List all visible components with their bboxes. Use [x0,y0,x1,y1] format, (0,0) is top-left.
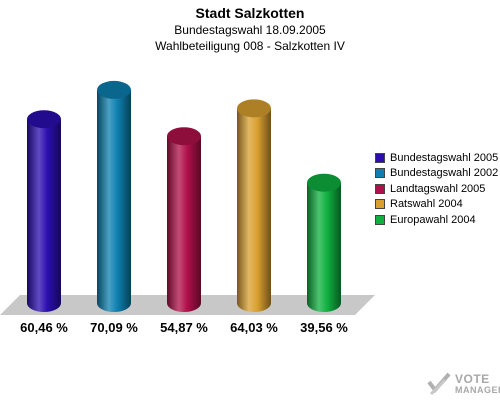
bar-1 [27,110,61,312]
value-label-1: 60,46 % [20,320,68,335]
bar-body [237,108,271,312]
bar-3 [167,127,201,312]
legend-item-1: Bundestagswahl 2005 [375,150,498,166]
bar-body [307,182,341,312]
bar-2 [97,80,131,313]
value-label-4: 64,03 % [230,320,278,335]
bar-5 [307,173,341,312]
legend-swatch [375,168,385,179]
legend: Bundestagswahl 2005 Bundestagswahl 2002 La… [375,150,498,228]
legend-swatch [375,183,385,194]
value-label-2: 70,09 % [90,320,138,335]
checkmark-icon [427,372,451,396]
legend-item-3: Landtagswahl 2005 [375,181,498,197]
bar-body [27,119,61,312]
legend-swatch [375,152,385,163]
legend-item-5: Europawahl 2004 [375,212,498,228]
chart-title: Stadt Salzkotten [195,5,305,21]
legend-item-4: Ratswahl 2004 [375,197,498,213]
logo-text-vote: VOTE [455,372,490,386]
legend-swatch [375,214,385,225]
legend-label: Ratswahl 2004 [390,198,463,211]
legend-label: Landtagswahl 2005 [390,182,486,195]
legend-label: Bundestagswahl 2002 [390,167,499,180]
vote-manager-logo: VOTE MANAGER [425,370,500,400]
chart-subtitle-2: Wahlbeteiligung 008 - Salzkotten IV [155,39,345,53]
bar-body [97,89,131,313]
bar-body [167,136,201,312]
bar-cap [167,127,201,146]
logo-text-manager: MANAGER [455,385,500,395]
value-label-3: 54,87 % [160,320,208,335]
bar-cap [27,110,61,129]
bar-4 [237,99,271,312]
bar-cap [97,80,131,99]
legend-label: Bundestagswahl 2005 [390,151,499,164]
bar-cap [307,173,341,192]
legend-item-2: Bundestagswahl 2002 [375,166,498,182]
legend-label: Europawahl 2004 [390,213,476,226]
value-label-5: 39,56 % [300,320,348,335]
chart-subtitle: Bundestagswahl 18.09.2005 [174,23,326,37]
legend-swatch [375,199,385,210]
bar-cap [237,99,271,118]
